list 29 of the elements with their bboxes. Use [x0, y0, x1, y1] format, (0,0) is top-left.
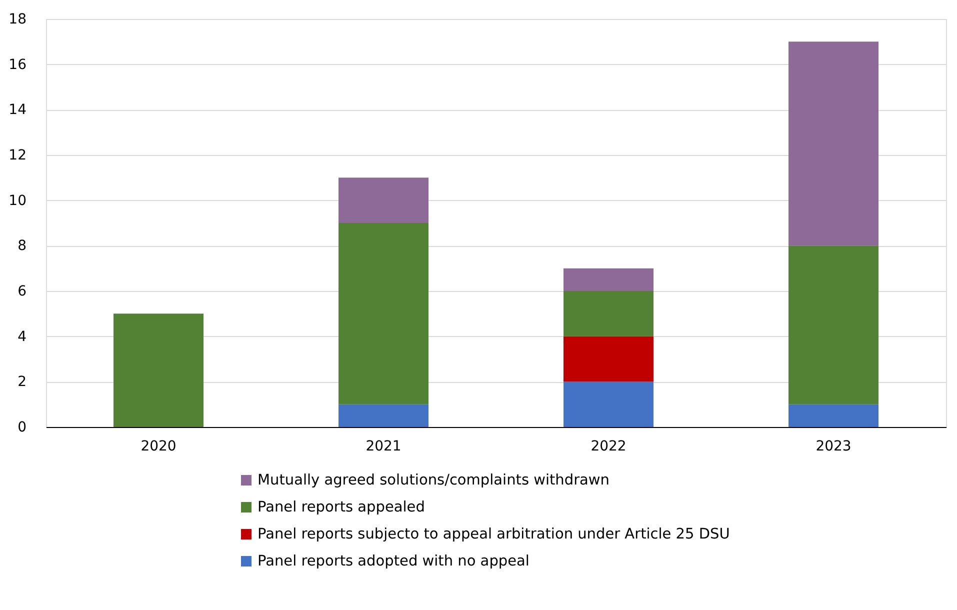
- bar: [338, 404, 428, 427]
- legend-label: Panel reports subjecto to appeal arbitration under Article 25 DSU: [258, 526, 730, 542]
- x-tick-label: 2021: [366, 438, 402, 454]
- y-tick-label: 6: [18, 284, 27, 300]
- legend-label: Panel reports adopted with no appeal: [258, 553, 530, 570]
- y-tick-label: 2: [18, 374, 26, 390]
- bar: [114, 314, 204, 427]
- legend-label: Panel reports appealed: [258, 499, 425, 516]
- y-tick-label: 0: [18, 420, 26, 436]
- y-tick-label: 4: [18, 328, 27, 345]
- y-tick-label: 8: [18, 238, 26, 254]
- y-tick-label: 18: [8, 12, 26, 28]
- bar: [338, 178, 428, 223]
- x-tick-label: 2020: [140, 438, 176, 454]
- bar: [564, 336, 654, 382]
- bar: [564, 291, 654, 336]
- y-tick-label: 12: [8, 148, 26, 164]
- y-tick-label: 14: [8, 102, 27, 118]
- x-tick-label: 2022: [590, 438, 626, 454]
- y-tick-label: 16: [8, 56, 27, 73]
- bar: [788, 42, 878, 246]
- bar: [788, 404, 878, 427]
- bar: [338, 223, 428, 404]
- legend-label: Mutually agreed solutions/complaints withdrawn: [258, 472, 610, 488]
- bar: [788, 246, 878, 404]
- bar: [564, 382, 654, 427]
- bar: [564, 268, 654, 291]
- y-tick-label: 10: [8, 192, 26, 209]
- x-tick-label: 2023: [816, 438, 852, 454]
